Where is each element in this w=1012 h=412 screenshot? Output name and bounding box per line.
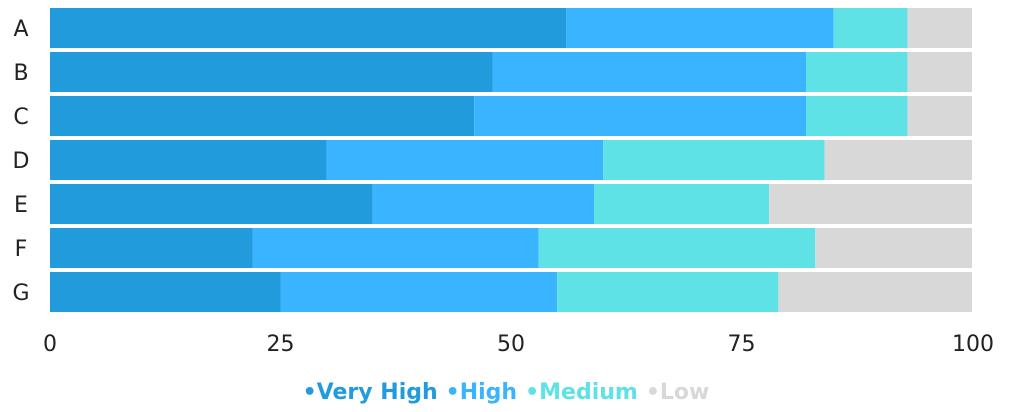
x-tick-label-0: 0 (43, 332, 57, 357)
bar-E-very-high (50, 184, 373, 224)
bar-F-medium (538, 228, 816, 268)
bar-C-high (474, 96, 807, 136)
bar-D-low (824, 140, 972, 180)
bar-F-low (815, 228, 972, 268)
bar-B-low (907, 52, 972, 92)
bar-D-very-high (50, 140, 327, 180)
category-label-B: B (13, 61, 28, 86)
bar-B-high (492, 52, 807, 92)
bar-A-very-high (50, 8, 567, 48)
bar-A-high (566, 8, 834, 48)
legend-item-high: •High (445, 380, 518, 405)
bar-C-low (907, 96, 972, 136)
bar-E-high (372, 184, 594, 224)
bar-F-high (252, 228, 539, 268)
bar-D-medium (603, 140, 825, 180)
category-label-F: F (15, 237, 28, 262)
bar-G-low (778, 272, 972, 312)
legend-item-low: •Low (645, 380, 710, 405)
x-axis-tick-labels: 0 25 50 75 100 (43, 332, 994, 357)
bar-G-medium (557, 272, 779, 312)
category-label-A: A (13, 17, 28, 42)
bar-E-low (769, 184, 972, 224)
category-label-C: C (13, 105, 28, 130)
category-label-G: G (12, 281, 29, 306)
bar-C-medium (806, 96, 908, 136)
x-tick-label-75: 75 (728, 332, 756, 357)
x-tick-label-50: 50 (497, 332, 525, 357)
bar-C-very-high (50, 96, 475, 136)
legend: •Very High •High •Medium •Low (0, 380, 1012, 405)
bar-G-high (280, 272, 558, 312)
bar-A-medium (833, 8, 908, 48)
bar-A-low (907, 8, 972, 48)
x-tick-label-100: 100 (952, 332, 994, 357)
category-label-D: D (13, 149, 30, 174)
bar-E-medium (593, 184, 770, 224)
legend-item-very-high: •Very High (302, 380, 438, 405)
bars-group (50, 8, 972, 312)
bar-B-very-high (50, 52, 493, 92)
category-label-E: E (14, 193, 28, 218)
bar-F-very-high (50, 228, 253, 268)
x-tick-label-25: 25 (267, 332, 295, 357)
bar-B-medium (806, 52, 908, 92)
bar-G-very-high (50, 272, 281, 312)
legend-item-medium: •Medium (525, 380, 638, 405)
bar-D-high (326, 140, 604, 180)
